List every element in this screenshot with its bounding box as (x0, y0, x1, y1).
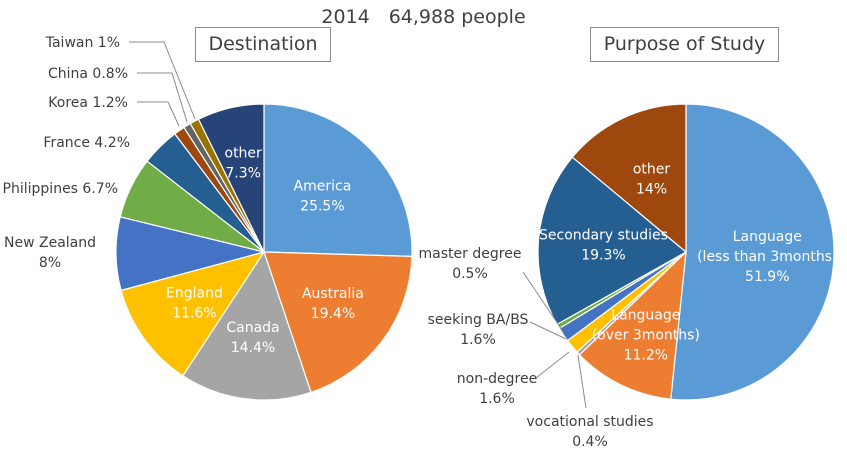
pie0-leader-china (137, 72, 188, 123)
destination-chart-title: Destination (195, 27, 331, 62)
pie1-leader-vocational-studies (577, 354, 587, 409)
pie0-slice-england (120, 251, 266, 377)
pie0-label-new-zealand: New Zealand 8% (4, 235, 96, 271)
pie0-label-taiwan: Taiwan 1% (45, 35, 120, 51)
pie0-slice-america (263, 103, 413, 258)
pie0-label-france: France 4.2% (43, 135, 130, 151)
pie1-slice-other (571, 103, 687, 254)
pie1-leader-non-degree (535, 351, 570, 379)
pie1-label-other: other 14% (633, 161, 671, 197)
pie0-label-korea: Korea 1.2% (48, 95, 128, 111)
pie0-label-other: other 7.3% (225, 146, 263, 182)
purpose-chart-title: Purpose of Study (590, 27, 779, 62)
pie1-label-secondary-studies: Secondary studies 19.3% (539, 227, 668, 263)
chart-main-title: 2014 64,988 people (321, 6, 526, 28)
pie0-label-england: England 11.6% (166, 285, 223, 321)
pie1-label-language-over-3months: Language (over 3months) 11.2% (592, 307, 700, 363)
pie1-leader-seeking-ba-bs (529, 321, 567, 340)
pie0-label-australia: Australia 19.4% (302, 286, 364, 322)
pie0-leader-korea (137, 101, 180, 127)
pie0-slice-canada (181, 250, 312, 401)
pie1-leader-master-degree (522, 271, 565, 334)
pie1-label-non-degree: non-degree 1.6% (457, 371, 537, 407)
pie0-slice-australia (263, 251, 413, 394)
pie1-label-seeking-ba-bs: seeking BA/BS 1.6% (428, 312, 529, 348)
pie1-slice-language-less-than-3months (670, 103, 835, 401)
pie0-label-philippines: Philippines 6.7% (3, 181, 118, 197)
pie0-label-china: China 0.8% (48, 66, 128, 82)
pie1-label-vocational-studies: vocational studies 0.4% (526, 414, 653, 450)
pie1-slice-secondary-studies (537, 156, 688, 326)
pie0-label-america: America 25.5% (294, 178, 352, 214)
pie1-label-language-less-than-3months: Language (less than 3months) 51.9% (697, 229, 837, 285)
pie0-leader-taiwan (129, 41, 196, 120)
pie1-slice-language-over-3months (578, 250, 687, 400)
pie0-slice-other (197, 103, 265, 253)
pie1-label-master-degree: master degree 0.5% (419, 246, 522, 282)
pie0-label-canada: Canada 14.4% (226, 320, 279, 356)
